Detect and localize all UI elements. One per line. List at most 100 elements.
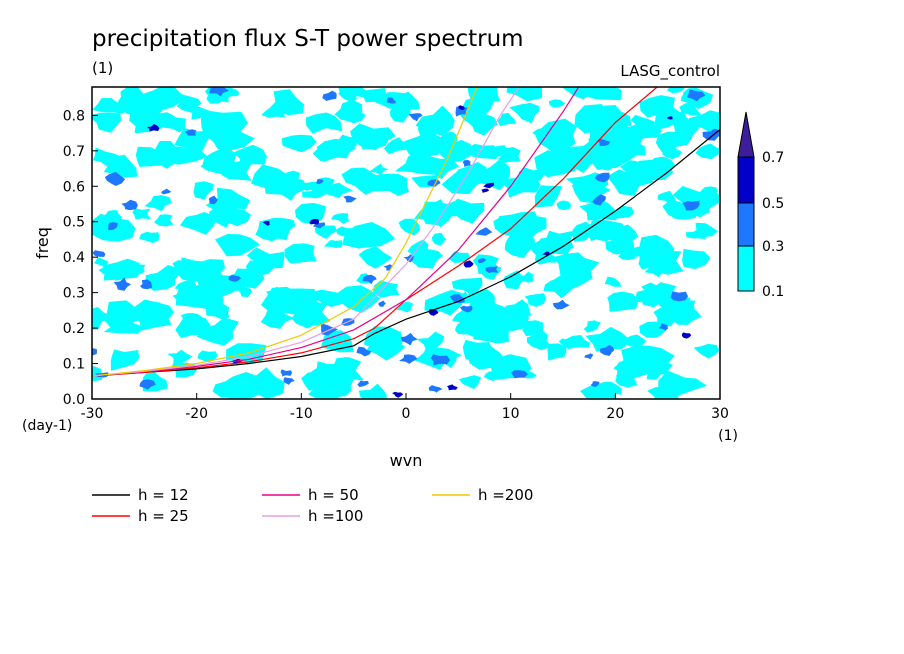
- contour-region-low: [233, 268, 258, 285]
- contour-region-low: [625, 123, 651, 145]
- legend-label-2: h = 50: [308, 486, 359, 504]
- contour-region-low: [700, 190, 720, 202]
- contour-region-low: [679, 102, 702, 116]
- contour-region-low: [179, 212, 217, 235]
- contour-region-mid: [597, 138, 611, 146]
- contour-region-high: [667, 116, 673, 120]
- contour-region-low: [365, 173, 395, 192]
- contour-region-low: [196, 317, 239, 346]
- colorbar-label: 0.1: [762, 284, 784, 300]
- series-line-0: [92, 129, 720, 377]
- contour-region-mid: [343, 195, 357, 203]
- contour-region-low: [361, 88, 387, 103]
- contour-region-mid: [686, 89, 706, 102]
- contour-region-low: [455, 322, 474, 335]
- contour-region-mid: [477, 258, 486, 264]
- contour-region-low: [128, 301, 172, 331]
- contour-region-mid: [121, 199, 138, 211]
- contour-region-mid: [209, 87, 229, 97]
- contour-region-low: [583, 320, 601, 333]
- contour-region-low: [416, 331, 445, 352]
- contour-region-low: [310, 289, 345, 307]
- colorbar-extend-arrow: [737, 111, 755, 158]
- contour-region-low: [558, 338, 577, 350]
- x-axis-unit: (1): [718, 428, 738, 444]
- contour-region-low: [534, 185, 562, 208]
- contour-region-low: [497, 112, 517, 127]
- contour-region-mid: [475, 227, 493, 236]
- x-tick-label: -10: [290, 406, 313, 422]
- contour-region-low: [498, 147, 521, 163]
- contour-region-low: [458, 96, 496, 127]
- contour-region-mid: [600, 345, 615, 356]
- contour-region-low: [639, 95, 675, 118]
- contour-region-low: [334, 99, 363, 122]
- contour-region-low: [547, 343, 567, 361]
- contour-region-low: [205, 187, 251, 212]
- contour-region-low: [572, 177, 611, 204]
- chart-subtitle-left: (1): [92, 59, 113, 77]
- y-tick-label: 0.7: [63, 144, 85, 160]
- contour-region-low: [452, 310, 480, 324]
- contour-region-low: [561, 87, 593, 100]
- contour-region-mid: [386, 97, 396, 104]
- contour-region-high: [681, 332, 692, 339]
- contour-region-low: [358, 246, 393, 269]
- contour-region-low: [596, 381, 622, 395]
- x-axis-label: wvn: [390, 451, 423, 470]
- contour-region-low: [606, 224, 639, 245]
- contour-region-low: [503, 270, 532, 290]
- contour-region-low: [139, 231, 160, 243]
- contour-region-mid: [658, 323, 668, 331]
- contour-region-low: [174, 127, 215, 156]
- contour-region-low: [284, 243, 317, 264]
- y-tick-label: 0.6: [63, 179, 85, 195]
- contour-region-low: [634, 282, 677, 305]
- contour-region-low: [401, 132, 449, 161]
- contour-region-low: [260, 307, 295, 329]
- contour-region-low: [312, 138, 356, 162]
- contour-region-low: [424, 155, 460, 180]
- contour-region-mid: [378, 300, 386, 307]
- y-tick-label: 0.1: [63, 357, 85, 373]
- contour-region-low: [144, 195, 172, 212]
- x-axis: -30 -20 -10 0 10 20 30: [81, 393, 729, 422]
- contour-region-low: [219, 161, 253, 181]
- contour-region-low: [451, 277, 483, 295]
- contour-region-mid: [357, 380, 370, 388]
- contour-region-low: [339, 134, 357, 149]
- contour-region-low: [558, 146, 602, 173]
- y-tick-label: 0.8: [63, 108, 85, 124]
- contour-region-low: [415, 105, 455, 136]
- contour-region-low: [431, 232, 447, 246]
- contour-region-low: [462, 339, 493, 360]
- contour-region-low: [590, 218, 609, 229]
- contour-region-low: [281, 134, 317, 153]
- contour-region-low: [193, 181, 214, 200]
- contour-region-mid: [702, 128, 720, 141]
- y-tick-label: 0.4: [63, 250, 85, 266]
- contour-region-low: [197, 350, 218, 363]
- y-tick-label: 0.2: [63, 321, 85, 337]
- colorbar-label: 0.7: [762, 150, 784, 166]
- contour-region-low: [585, 326, 631, 352]
- series-line-1: [92, 87, 658, 377]
- contour-region-mid: [104, 171, 126, 186]
- contour-region-mid: [184, 129, 197, 136]
- contour-region-low: [398, 218, 421, 236]
- legend-label-1: h = 25: [138, 507, 189, 525]
- contour-region-low: [695, 143, 720, 160]
- contour-region-low: [198, 273, 235, 298]
- contour-region-low: [596, 139, 638, 168]
- contour-region-low: [565, 335, 590, 348]
- contour-region-mid: [208, 195, 218, 205]
- contour-region-low: [657, 190, 676, 204]
- contour-region-mid: [113, 277, 132, 291]
- contour-region-mid: [462, 160, 471, 167]
- x-tick-label: 0: [402, 406, 411, 422]
- contour-region-mid: [140, 279, 152, 290]
- contour-region-low: [655, 128, 694, 153]
- legend-label-0: h = 12: [138, 486, 189, 504]
- x-tick-label: -30: [81, 406, 104, 422]
